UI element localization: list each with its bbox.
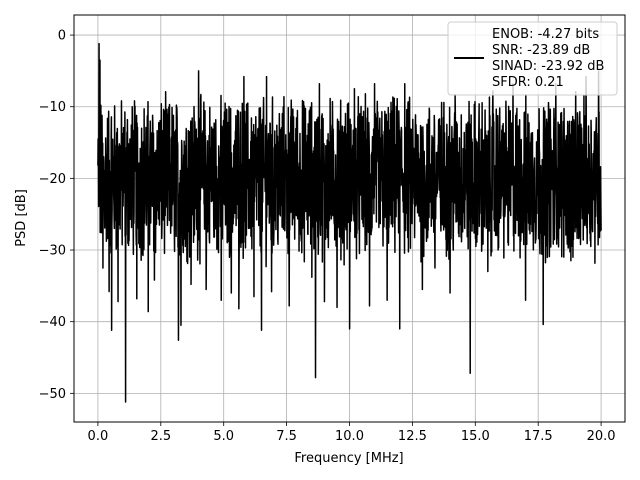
x-axis-label: Frequency [MHz] — [294, 451, 403, 466]
x-tick-label: 0.0 — [88, 429, 109, 444]
x-tick-label: 7.5 — [276, 429, 297, 444]
y-axis: 0 −10 −20 −30 −40 −50 — [39, 29, 74, 402]
x-tick-label: 17.5 — [524, 429, 553, 444]
legend-snr: SNR: -23.89 dB — [492, 43, 590, 58]
y-tick-label: −10 — [39, 100, 66, 115]
x-tick-label: 10.0 — [335, 429, 364, 444]
y-tick-label: −30 — [39, 244, 66, 259]
y-tick-label: −20 — [39, 172, 66, 187]
legend-sfdr: SFDR: 0.21 — [492, 75, 564, 90]
y-tick-label: −50 — [39, 387, 66, 402]
y-tick-label: −40 — [39, 315, 66, 330]
legend-enob: ENOB: -4.27 bits — [492, 27, 599, 42]
psd-series-line — [97, 42, 602, 403]
x-axis: 0.0 2.5 5.0 7.5 10.0 12.5 15.0 17.5 20.0 — [88, 422, 616, 444]
series-layer — [97, 42, 602, 403]
y-tick-label: 0 — [58, 29, 66, 44]
legend-sinad: SINAD: -23.92 dB — [492, 59, 604, 74]
y-axis-label: PSD [dB] — [14, 189, 29, 247]
legend-box — [447, 21, 618, 96]
x-tick-label: 20.0 — [587, 429, 616, 444]
x-tick-label: 15.0 — [461, 429, 490, 444]
x-tick-label: 2.5 — [150, 429, 171, 444]
legend: ENOB: -4.27 bits SNR: -23.89 dB SINAD: -… — [447, 21, 618, 96]
x-tick-label: 12.5 — [398, 429, 427, 444]
x-tick-label: 5.0 — [213, 429, 234, 444]
